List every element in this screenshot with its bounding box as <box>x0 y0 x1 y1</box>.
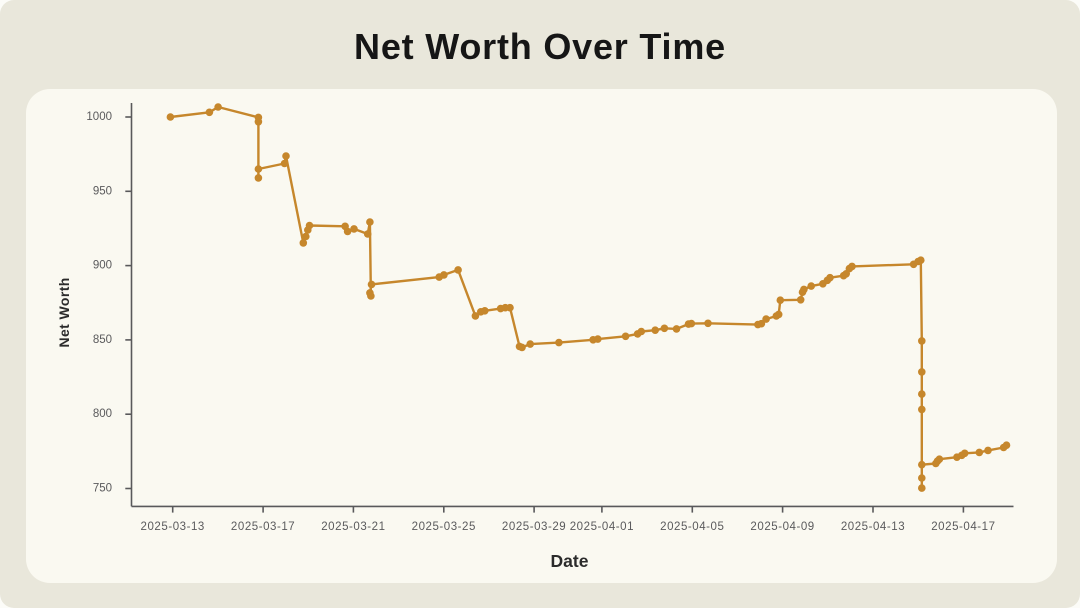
svg-text:900: 900 <box>93 260 112 272</box>
svg-text:Net Worth: Net Worth <box>56 277 72 347</box>
svg-text:2025-03-17: 2025-03-17 <box>231 521 295 533</box>
svg-text:750: 750 <box>93 483 112 495</box>
svg-text:850: 850 <box>93 334 112 346</box>
svg-text:Date: Date <box>551 551 589 571</box>
svg-text:2025-03-21: 2025-03-21 <box>321 521 385 533</box>
svg-text:2025-04-17: 2025-04-17 <box>931 521 995 533</box>
svg-text:2025-04-13: 2025-04-13 <box>841 521 905 533</box>
svg-text:800: 800 <box>93 408 112 420</box>
svg-text:2025-04-09: 2025-04-09 <box>750 521 814 533</box>
svg-text:2025-03-29: 2025-03-29 <box>502 521 566 533</box>
svg-text:2025-03-25: 2025-03-25 <box>412 521 476 533</box>
svg-text:950: 950 <box>93 185 112 197</box>
svg-text:2025-03-13: 2025-03-13 <box>141 521 205 533</box>
svg-text:2025-04-01: 2025-04-01 <box>570 521 634 533</box>
svg-text:2025-04-05: 2025-04-05 <box>660 521 724 533</box>
svg-text:1000: 1000 <box>86 111 112 123</box>
